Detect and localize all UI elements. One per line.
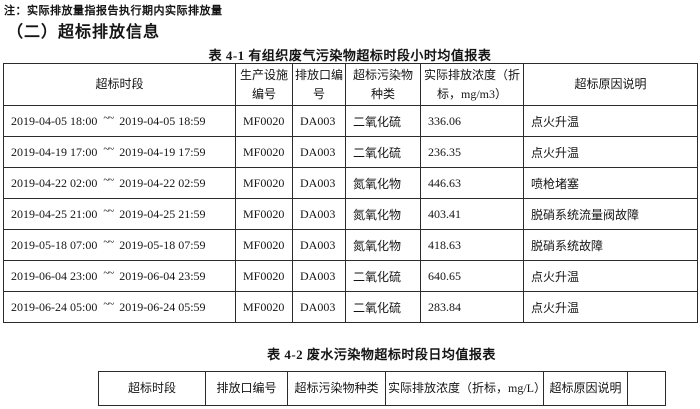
table-row: 2019-04-19 17:00 ~~ 2019-04-19 17:59 MF00…	[3, 136, 698, 168]
header-cell: 超标原因说明	[543, 371, 628, 406]
section-heading: （二）超标排放信息	[7, 24, 161, 41]
outlet-id-cell: DA003	[292, 291, 346, 323]
exceedance-period-cell: 2019-06-04 23:00 ~~ 2019-06-04 23:59	[3, 260, 236, 292]
reason-cell: 点火升温	[523, 136, 698, 168]
concentration-cell: 236.35	[420, 136, 524, 168]
concentration-cell: 336.06	[420, 105, 524, 137]
table2-wastewater-exceedance: 超标时段 排放口编号 超标污染物种类 实际排放浓度（折标，mg/L） 超标原因说明	[98, 371, 666, 406]
pollutant-cell: 氮氧化物	[345, 229, 421, 261]
outlet-id-cell: DA003	[292, 167, 346, 199]
tilde-separator: ~~	[103, 204, 114, 217]
concentration-cell: 418.63	[420, 229, 524, 261]
reason-cell: 点火升温	[523, 105, 698, 137]
table2-title: 表 4-2 废水污染物超标时段日均值报表	[267, 347, 496, 362]
exceedance-period-cell: 2019-06-24 05:00 ~~ 2019-06-24 05:59	[3, 291, 236, 323]
header-cell	[627, 371, 666, 406]
table-row: 2019-04-05 18:00 ~~ 2019-04-05 18:59 MF00…	[3, 105, 698, 137]
header-cell: 排放口编号	[205, 371, 288, 406]
tilde-separator: ~~	[103, 235, 114, 248]
tilde-separator: ~~	[103, 173, 114, 186]
outlet-id-cell: DA003	[292, 136, 346, 168]
table-row: 2019-04-25 21:00 ~~ 2019-04-25 21:59 MF00…	[3, 198, 698, 230]
exceedance-period-cell: 2019-04-19 17:00 ~~ 2019-04-19 17:59	[3, 136, 236, 168]
facility-id-cell: MF0020	[235, 291, 293, 323]
reason-cell: 点火升温	[523, 260, 698, 292]
table1-title: 表 4-1 有组织废气污染物超标时段小时均值报表	[208, 48, 492, 63]
table1-gas-exceedance: 超标时段 生产设施编号 排放口编号 超标污染物种类 实际排放浓度（折标，mg/m3） 超标…	[3, 63, 698, 323]
header-row: 超标时段 排放口编号 超标污染物种类 实际排放浓度（折标，mg/L） 超标原因说明	[98, 371, 666, 406]
table-row: 2019-06-04 23:00 ~~ 2019-06-04 23:59 MF00…	[3, 260, 698, 292]
concentration-cell: 403.41	[420, 198, 524, 230]
header-cell: 实际排放浓度（折标，mg/m3）	[420, 63, 524, 106]
outlet-id-cell: DA003	[292, 229, 346, 261]
exceedance-period-cell: 2019-05-18 07:00 ~~ 2019-05-18 07:59	[3, 229, 236, 261]
pollutant-cell: 二氧化硫	[345, 136, 421, 168]
facility-id-cell: MF0020	[235, 136, 293, 168]
facility-id-cell: MF0020	[235, 198, 293, 230]
outlet-id-cell: DA003	[292, 105, 346, 137]
pollutant-cell: 二氧化硫	[345, 260, 421, 292]
reason-cell: 喷枪堵塞	[523, 167, 698, 199]
header-cell: 超标原因说明	[523, 63, 698, 106]
outlet-id-cell: DA003	[292, 260, 346, 292]
exceedance-period-cell: 2019-04-25 21:00 ~~ 2019-04-25 21:59	[3, 198, 236, 230]
header-row: 超标时段 生产设施编号 排放口编号 超标污染物种类 实际排放浓度（折标，mg/m3） 超标…	[3, 63, 698, 106]
tilde-separator: ~~	[103, 111, 114, 124]
header-cell: 生产设施编号	[235, 63, 293, 106]
exceedance-period-cell: 2019-04-22 02:00 ~~ 2019-04-22 02:59	[3, 167, 236, 199]
header-cell: 超标时段	[3, 63, 236, 106]
pollutant-cell: 氮氧化物	[345, 198, 421, 230]
reason-cell: 脱硝系统故障	[523, 229, 698, 261]
table-row: 2019-05-18 07:00 ~~ 2019-05-18 07:59 MF00…	[3, 229, 698, 261]
facility-id-cell: MF0020	[235, 260, 293, 292]
tilde-separator: ~~	[103, 266, 114, 279]
concentration-cell: 283.84	[420, 291, 524, 323]
exceedance-period-cell: 2019-04-05 18:00 ~~ 2019-04-05 18:59	[3, 105, 236, 137]
table1-body: 超标时段 生产设施编号 排放口编号 超标污染物种类 实际排放浓度（折标，mg/m3） 超标…	[3, 63, 698, 323]
concentration-cell: 640.65	[420, 260, 524, 292]
pollutant-cell: 二氧化硫	[345, 105, 421, 137]
header-cell: 实际排放浓度（折标，mg/L）	[385, 371, 544, 406]
facility-id-cell: MF0020	[235, 229, 293, 261]
table-row: 2019-04-22 02:00 ~~ 2019-04-22 02:59 MF00…	[3, 167, 698, 199]
reason-cell: 点火升温	[523, 291, 698, 323]
table-row: 2019-06-24 05:00 ~~ 2019-06-24 05:59 MF00…	[3, 291, 698, 323]
tilde-separator: ~~	[103, 297, 114, 310]
concentration-cell: 446.63	[420, 167, 524, 199]
outlet-id-cell: DA003	[292, 198, 346, 230]
tilde-separator: ~~	[103, 142, 114, 155]
pollutant-cell: 氮氧化物	[345, 167, 421, 199]
reason-cell: 脱硝系统流量阀故障	[523, 198, 698, 230]
table2-body: 超标时段 排放口编号 超标污染物种类 实际排放浓度（折标，mg/L） 超标原因说明	[98, 371, 666, 406]
header-cell: 超标时段	[98, 371, 206, 406]
header-cell: 超标污染物种类	[345, 63, 421, 106]
note-text: 注：实际排放量指报告执行期内实际排放量	[4, 5, 223, 17]
header-cell: 超标污染物种类	[287, 371, 386, 406]
pollutant-cell: 二氧化硫	[345, 291, 421, 323]
facility-id-cell: MF0020	[235, 167, 293, 199]
header-cell: 排放口编号	[292, 63, 346, 106]
facility-id-cell: MF0020	[235, 105, 293, 137]
